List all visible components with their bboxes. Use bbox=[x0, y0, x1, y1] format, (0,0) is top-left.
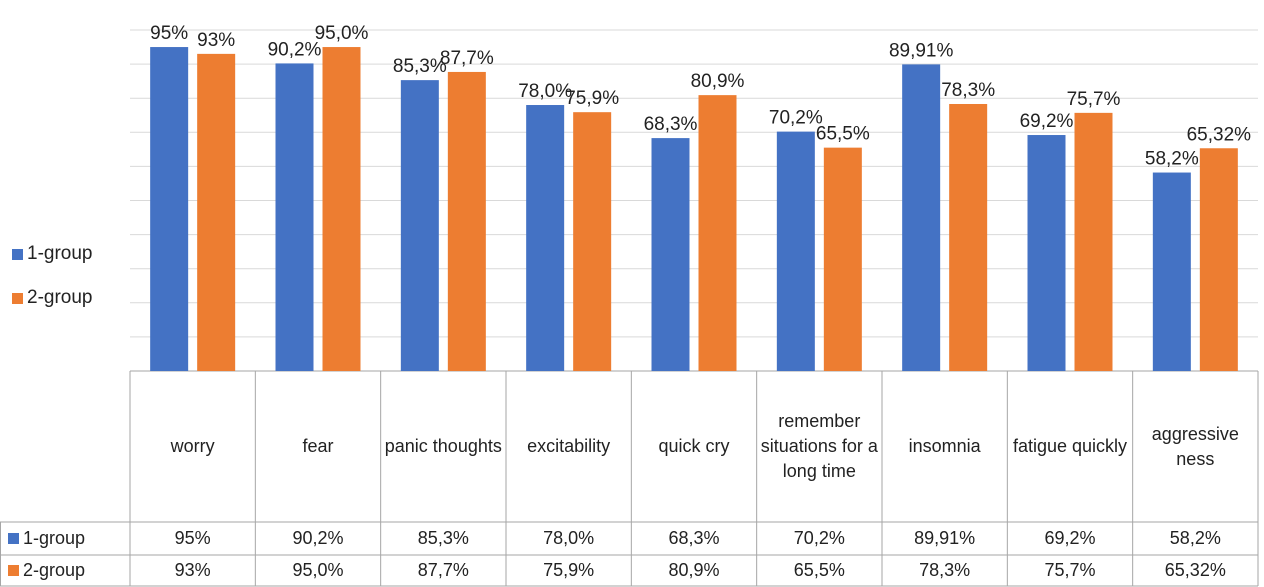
data-label: 65,32% bbox=[1187, 124, 1252, 145]
category-label: insomnia bbox=[908, 436, 981, 456]
table-value: 78,0% bbox=[543, 528, 595, 548]
table-value: 75,9% bbox=[543, 560, 595, 580]
table-value: 95% bbox=[174, 528, 211, 548]
table-row-header: 2-group bbox=[8, 555, 85, 586]
category-label: worry bbox=[170, 436, 215, 456]
table-value: 65,5% bbox=[793, 560, 845, 580]
data-label: 78,3% bbox=[941, 80, 995, 101]
data-label: 95% bbox=[150, 23, 188, 44]
data-label: 80,9% bbox=[691, 71, 745, 92]
legend-entry: 2-group bbox=[12, 286, 93, 310]
data-label: 65,5% bbox=[816, 124, 870, 145]
bar bbox=[698, 95, 737, 372]
category-label: panic thoughts bbox=[384, 436, 502, 456]
legend-swatch bbox=[8, 565, 19, 576]
legend-label: 2-group bbox=[23, 560, 86, 580]
table-value: 85,3% bbox=[417, 528, 469, 548]
data-label: 58,2% bbox=[1145, 149, 1199, 170]
table-value: 90,2% bbox=[292, 528, 344, 548]
table-value: 65,32% bbox=[1164, 560, 1226, 580]
category-label: quick cry bbox=[658, 436, 730, 456]
legend-swatch bbox=[12, 248, 23, 260]
bar bbox=[823, 147, 862, 371]
table-value: 58,2% bbox=[1169, 528, 1221, 548]
table-value: 78,3% bbox=[919, 560, 971, 580]
table-value: 75,7% bbox=[1044, 560, 1096, 580]
bar bbox=[1152, 172, 1191, 371]
bar bbox=[651, 138, 690, 371]
bar bbox=[1199, 148, 1238, 371]
category-label: excitability bbox=[527, 436, 611, 456]
legend-label: 1-group bbox=[23, 528, 86, 548]
bar bbox=[1074, 112, 1113, 371]
bar bbox=[776, 131, 815, 371]
bar bbox=[275, 63, 314, 371]
data-label: 89,91% bbox=[889, 40, 954, 61]
bar bbox=[150, 47, 189, 372]
category-label: fear bbox=[302, 436, 334, 456]
data-label: 75,7% bbox=[1067, 89, 1121, 110]
bar bbox=[197, 53, 236, 372]
category-label: fatigue quickly bbox=[1012, 436, 1128, 456]
bar bbox=[526, 105, 565, 372]
data-label: 90,2% bbox=[268, 39, 322, 60]
bar bbox=[949, 103, 988, 371]
data-label: 75,9% bbox=[565, 88, 619, 109]
category-label: aggressive ness bbox=[1151, 423, 1239, 469]
table-value: 68,3% bbox=[668, 528, 720, 548]
data-label: 95,0% bbox=[315, 23, 369, 44]
category-label: remember situations for a long time bbox=[760, 411, 878, 481]
data-label: 68,3% bbox=[644, 114, 698, 135]
bar bbox=[400, 80, 439, 371]
bar bbox=[573, 112, 612, 371]
legend-swatch bbox=[8, 533, 19, 544]
table-value: 89,91% bbox=[914, 528, 976, 548]
legend-label: 1-group bbox=[27, 243, 93, 264]
table-value: 95,0% bbox=[292, 560, 344, 580]
table-value: 87,7% bbox=[417, 560, 469, 580]
legend-swatch bbox=[12, 292, 23, 304]
table-value: 93% bbox=[174, 560, 211, 580]
bar bbox=[902, 64, 941, 372]
table-row-header: 1-group bbox=[8, 522, 85, 555]
legend-label: 2-group bbox=[27, 287, 93, 308]
data-label: 85,3% bbox=[393, 56, 447, 77]
data-label: 87,7% bbox=[440, 48, 494, 69]
bar bbox=[447, 71, 486, 372]
table-value: 70,2% bbox=[793, 528, 845, 548]
bar bbox=[1027, 135, 1066, 371]
table-value: 80,9% bbox=[668, 560, 720, 580]
data-label: 69,2% bbox=[1020, 111, 1074, 132]
legend-entry: 1-group bbox=[12, 242, 93, 266]
table-value: 69,2% bbox=[1044, 528, 1096, 548]
data-label: 78,0% bbox=[518, 81, 572, 102]
data-label: 70,2% bbox=[769, 108, 823, 129]
data-label: 93% bbox=[197, 30, 235, 51]
bar bbox=[322, 47, 361, 372]
